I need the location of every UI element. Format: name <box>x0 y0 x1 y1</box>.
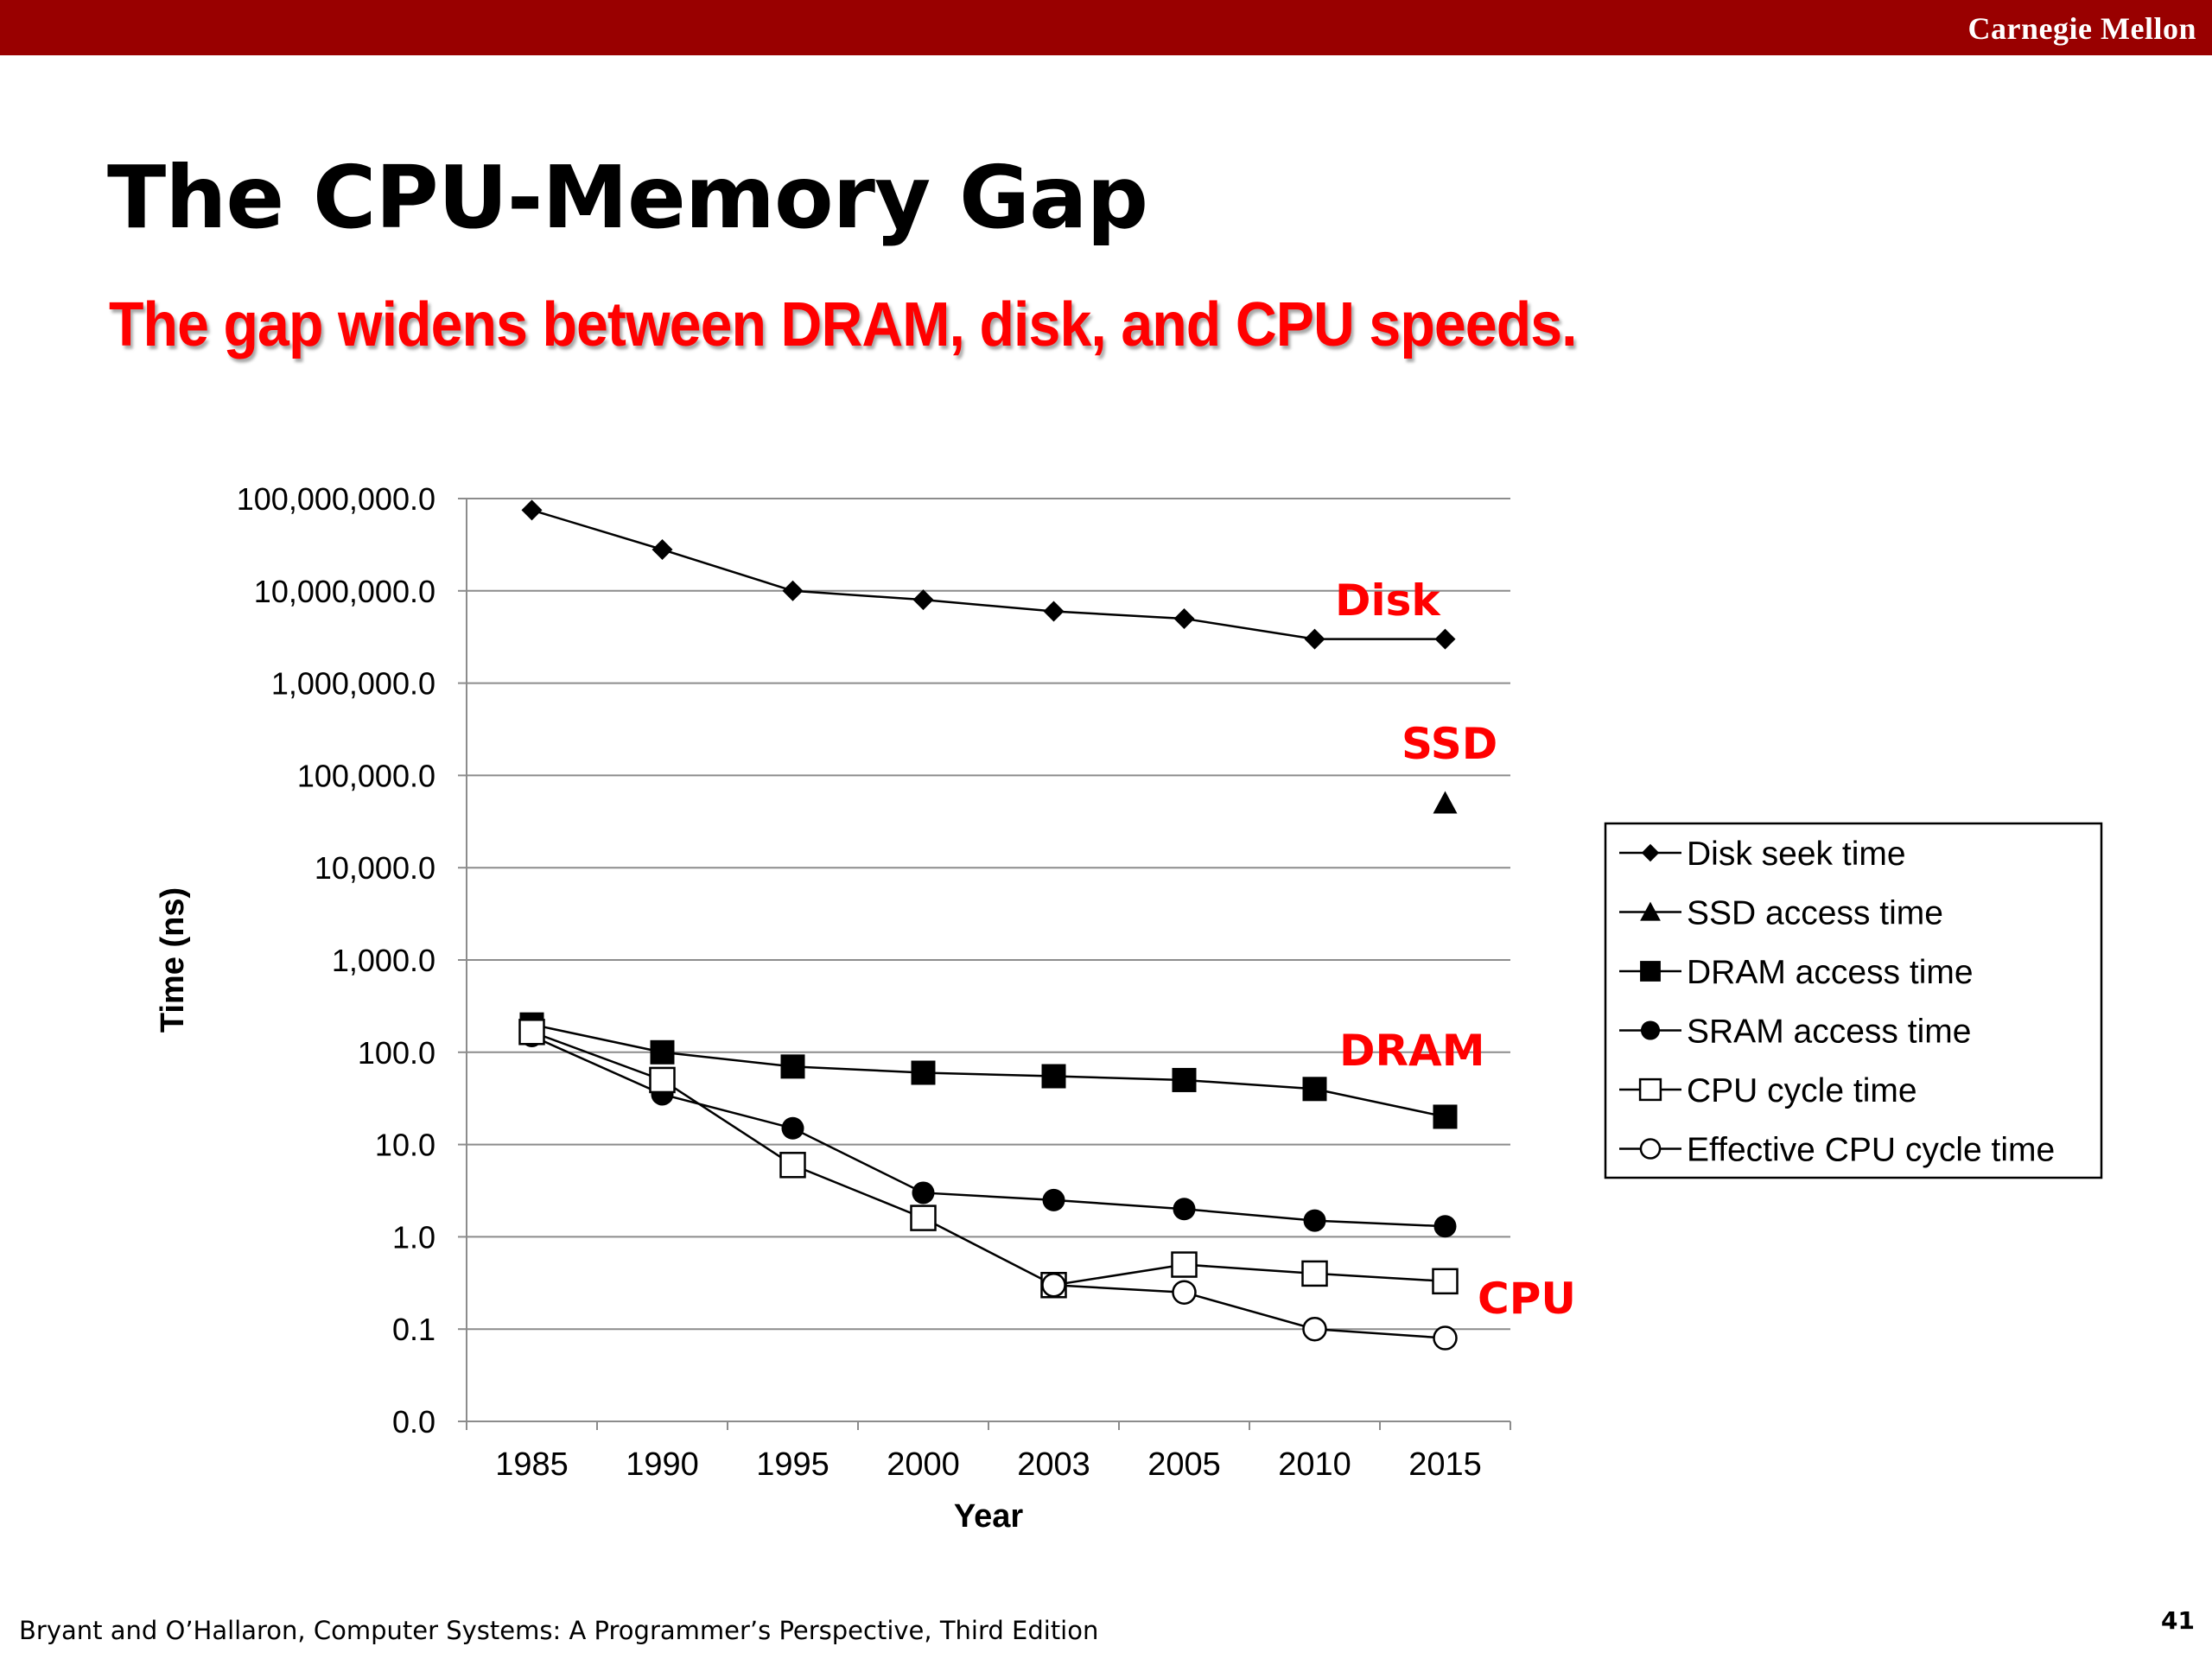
series-line-disk-seek-time <box>531 509 1446 640</box>
data-point-dram-access-time <box>911 1060 936 1085</box>
series-line-dram-access-time <box>531 1023 1446 1118</box>
data-point-effective-cpu-cycle-time <box>1041 1272 1066 1298</box>
series-line-sram-access-time <box>531 1034 1446 1228</box>
slide-title: The CPU-Memory Gap <box>107 147 1148 248</box>
x-axis-title: Year <box>954 1498 1024 1535</box>
data-point-disk-seek-time <box>782 580 804 601</box>
data-point-effective-cpu-cycle-time <box>1302 1316 1327 1342</box>
data-point-cpu-cycle-time <box>779 1152 806 1179</box>
data-point-dram-access-time <box>780 1054 805 1079</box>
data-point-dram-access-time <box>1302 1077 1327 1102</box>
legend-label: SRAM access time <box>1687 1014 1971 1051</box>
legend-label: Effective CPU cycle time <box>1687 1132 2055 1169</box>
legend-label: DRAM access time <box>1687 954 1974 991</box>
data-point-sram-access-time <box>1433 1215 1457 1238</box>
data-point-dram-access-time <box>650 1039 675 1065</box>
data-point-dram-access-time <box>1172 1067 1197 1092</box>
y-tick-label: 100,000,000.0 <box>237 481 435 517</box>
data-point-effective-cpu-cycle-time <box>1433 1325 1458 1351</box>
y-tick-label: 1.0 <box>392 1219 435 1255</box>
annotation-ssd: SSD <box>1402 719 1497 769</box>
x-tick-label: 2000 <box>887 1446 960 1483</box>
data-point-disk-seek-time <box>1434 628 1456 650</box>
y-tick-label: 10,000,000.0 <box>254 574 435 609</box>
data-point-cpu-cycle-time <box>1432 1268 1459 1295</box>
legend-marker-ssd-access-time <box>1640 901 1661 921</box>
data-point-ssd-access-time <box>1433 791 1458 814</box>
data-point-dram-access-time <box>1041 1064 1066 1089</box>
footer-citation: Bryant and O’Hallaron, Computer Systems:… <box>19 1616 1099 1645</box>
x-tick-label: 1990 <box>626 1446 699 1483</box>
y-tick-label: 100,000.0 <box>297 758 435 793</box>
y-tick-label: 10,000.0 <box>315 850 435 886</box>
series-line-cpu-cycle-time <box>531 1031 1446 1287</box>
legend-label: Disk seek time <box>1687 836 1906 873</box>
data-point-sram-access-time <box>1042 1188 1065 1211</box>
top-bar: Carnegie Mellon <box>0 0 2212 55</box>
data-point-sram-access-time <box>912 1181 935 1205</box>
data-point-cpu-cycle-time <box>1301 1260 1328 1287</box>
brand-label: Carnegie Mellon <box>1967 11 2196 46</box>
legend-marker-dram-access-time <box>1640 961 1661 982</box>
x-tick-label: 2010 <box>1278 1446 1351 1483</box>
x-tick-label: 2003 <box>1017 1446 1090 1483</box>
data-point-dram-access-time <box>1433 1104 1458 1129</box>
y-tick-label: 1,000.0 <box>332 943 435 978</box>
data-point-disk-seek-time <box>521 499 543 521</box>
legend-marker-cpu-cycle-time <box>1638 1077 1662 1102</box>
data-point-cpu-cycle-time <box>649 1066 676 1094</box>
legend-label: CPU cycle time <box>1687 1072 1917 1109</box>
data-point-cpu-cycle-time <box>518 1019 545 1046</box>
data-point-disk-seek-time <box>1304 628 1325 650</box>
y-tick-label: 0.0 <box>392 1404 435 1440</box>
legend-marker-effective-cpu-cycle-time <box>1639 1138 1662 1160</box>
data-point-sram-access-time <box>1173 1198 1196 1221</box>
data-point-sram-access-time <box>781 1116 804 1140</box>
data-point-sram-access-time <box>1303 1209 1326 1232</box>
annotation-disk: Disk <box>1335 575 1441 626</box>
slide-subtitle: The gap widens between DRAM, disk, and C… <box>109 290 1578 359</box>
data-point-disk-seek-time <box>1173 607 1195 629</box>
x-tick-label: 1985 <box>495 1446 569 1483</box>
y-tick-label: 100.0 <box>358 1035 435 1071</box>
y-tick-label: 0.1 <box>392 1312 435 1347</box>
data-point-disk-seek-time <box>652 539 673 561</box>
y-tick-label: 1,000,000.0 <box>271 666 435 702</box>
legend-box <box>1604 822 2103 1179</box>
legend-marker-disk-seek-time <box>1641 843 1660 862</box>
legend-marker-sram-access-time <box>1640 1020 1661 1040</box>
data-point-cpu-cycle-time <box>1171 1251 1198 1278</box>
y-axis-title: Time (ns) <box>155 887 191 1033</box>
y-tick-label: 10.0 <box>375 1128 435 1163</box>
annotation-cpu: CPU <box>1478 1274 1576 1324</box>
annotation-dram: DRAM <box>1339 1026 1484 1076</box>
legend-label: SSD access time <box>1687 895 1943 932</box>
x-tick-label: 1995 <box>756 1446 830 1483</box>
x-tick-label: 2005 <box>1147 1446 1221 1483</box>
series-line-effective-cpu-cycle-time <box>1053 1283 1446 1339</box>
page-number: 41 <box>2161 1606 2195 1635</box>
data-point-effective-cpu-cycle-time <box>1172 1280 1197 1305</box>
data-point-disk-seek-time <box>1043 601 1065 622</box>
data-point-disk-seek-time <box>912 589 934 611</box>
data-point-cpu-cycle-time <box>910 1205 937 1231</box>
x-tick-label: 2015 <box>1408 1446 1482 1483</box>
